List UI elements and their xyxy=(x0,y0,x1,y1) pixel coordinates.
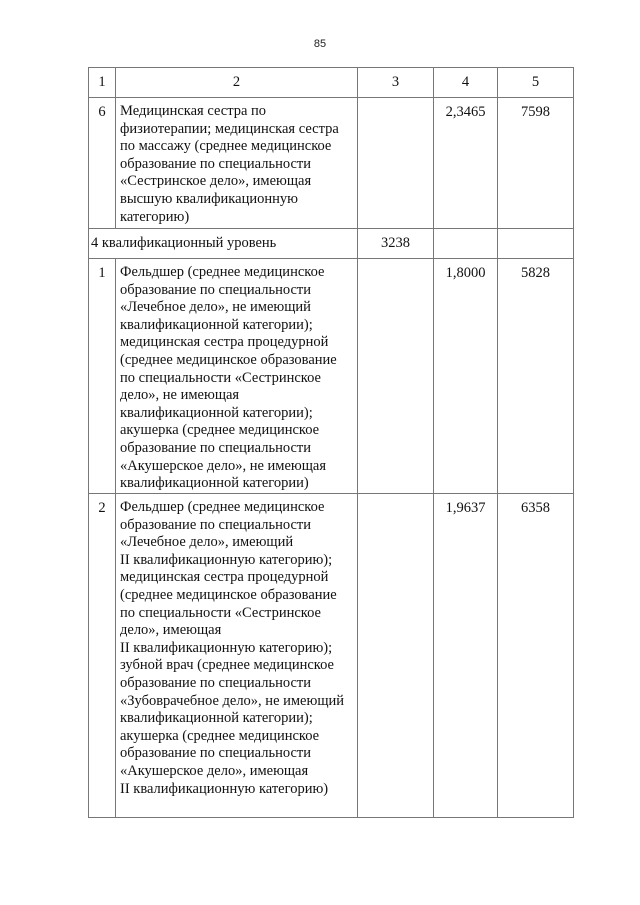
salary: 5828 xyxy=(497,258,574,494)
coefficient: 2,3465 xyxy=(433,97,498,229)
position-description: Фельдшер (среднее медицинское образовани… xyxy=(115,493,358,818)
salary: 6358 xyxy=(497,493,574,818)
table-row: 2 Фельдшер (среднее медицинское образова… xyxy=(88,493,574,818)
base-salary xyxy=(357,493,434,818)
qualification-level-row: 4 квалификационный уровень 3238 xyxy=(88,228,574,259)
level-base-salary: 3238 xyxy=(357,228,434,259)
base-salary xyxy=(357,258,434,494)
level-col5 xyxy=(497,228,574,259)
coefficient: 1,8000 xyxy=(433,258,498,494)
header-cell: 3 xyxy=(357,67,434,98)
salary: 7598 xyxy=(497,97,574,229)
header-cell: 5 xyxy=(497,67,574,98)
salary-table: 1 2 3 4 5 6 Медицинская сестра по физиот… xyxy=(88,67,574,818)
base-salary xyxy=(357,97,434,229)
header-cell: 1 xyxy=(88,67,116,98)
coefficient: 1,9637 xyxy=(433,493,498,818)
level-col4 xyxy=(433,228,498,259)
header-cell: 2 xyxy=(115,67,358,98)
row-number: 2 xyxy=(88,493,116,818)
row-number: 6 xyxy=(88,97,116,229)
position-description: Медицинская сестра по физиотерапии; меди… xyxy=(115,97,358,229)
page-number: 85 xyxy=(313,38,327,50)
header-cell: 4 xyxy=(433,67,498,98)
table-header-row: 1 2 3 4 5 xyxy=(88,67,574,98)
position-description: Фельдшер (среднее медицинское образовани… xyxy=(115,258,358,494)
row-number: 1 xyxy=(88,258,116,494)
table-row: 6 Медицинская сестра по физиотерапии; ме… xyxy=(88,97,574,229)
table-row: 1 Фельдшер (среднее медицинское образова… xyxy=(88,258,574,494)
qualification-level-label: 4 квалификационный уровень xyxy=(88,228,358,259)
